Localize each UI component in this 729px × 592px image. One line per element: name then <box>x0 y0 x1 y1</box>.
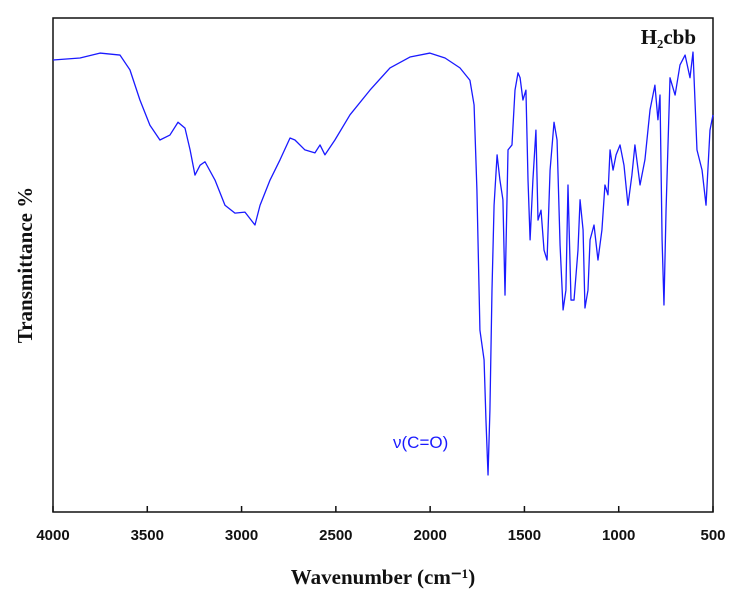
spectrum-line <box>52 51 714 476</box>
chart-title: H₂cbb <box>641 25 696 49</box>
x-tick-label: 4000 <box>36 527 69 544</box>
plot-frame <box>52 17 714 513</box>
x-tick-label: 3000 <box>225 527 258 544</box>
x-axis-label: Wavenumber (cm⁻¹) <box>291 565 475 589</box>
y-axis-label: Transmittance % <box>13 187 37 344</box>
x-tick-label: 1000 <box>602 527 635 544</box>
x-tick-label: 2500 <box>319 527 352 544</box>
x-tick-label: 2000 <box>413 527 446 544</box>
x-tick-label: 3500 <box>131 527 164 544</box>
annotation: ν(C=O) <box>393 433 448 452</box>
x-tick-label: 500 <box>700 527 725 544</box>
x-tick-label: 1500 <box>508 527 541 544</box>
